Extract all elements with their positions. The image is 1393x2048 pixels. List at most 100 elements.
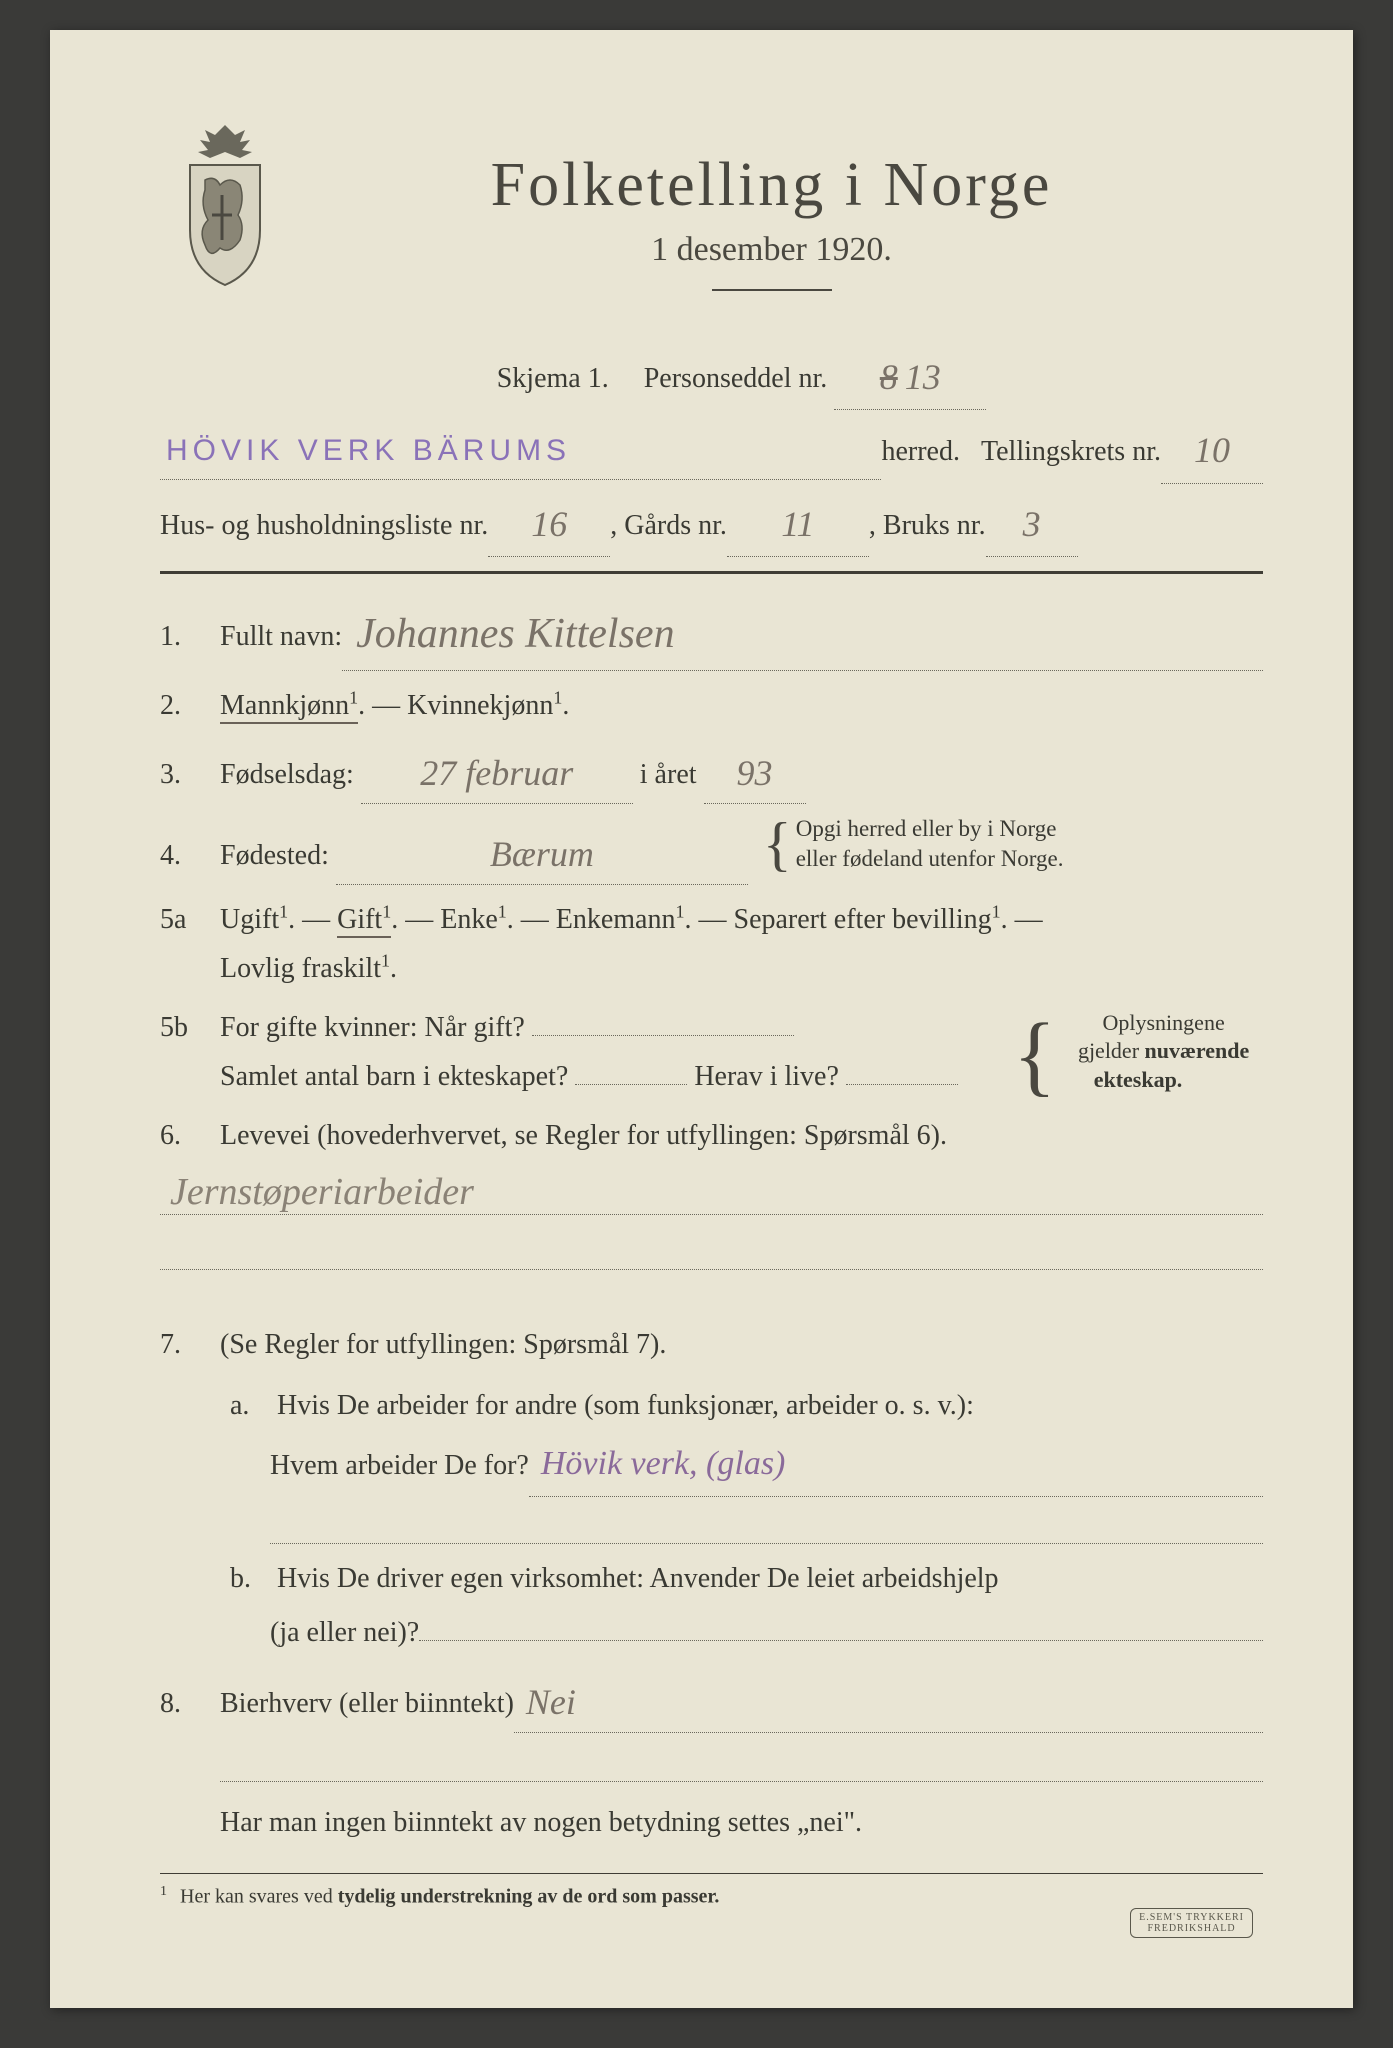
q6-answer-line2: [160, 1225, 1263, 1270]
q5b-label1: For gifte kvinner: Når gift?: [220, 1012, 525, 1043]
footnote-rule: [160, 1873, 1263, 1874]
q8-extra-line: [220, 1743, 1263, 1782]
q5a-num: 5a: [160, 895, 220, 944]
q7-label: (Se Regler for utfyllingen: Spørsmål 7).: [220, 1329, 666, 1360]
q7b-row: b. Hvis De driver egen virksomhet: Anven…: [230, 1552, 1263, 1605]
q6-row: 6. Levevei (hovederhvervet, se Regler fo…: [160, 1111, 1263, 1160]
gards-label: , Gårds nr.: [610, 499, 727, 552]
gards-nr-value: 11: [781, 504, 814, 544]
q5b-note: { Oplysningene gjelder nuværende ekteska…: [1013, 1003, 1263, 1095]
q6-num: 6.: [160, 1111, 220, 1160]
q7b-field: [419, 1640, 1263, 1641]
q5a-separert: Separert efter bevilling1: [734, 904, 1001, 935]
printer-stamp: E.SEM'S TRYKKERI FREDRIKSHALD: [1130, 1908, 1253, 1938]
q4-place-field: Bærum: [336, 821, 748, 885]
q3-num: 3.: [160, 750, 220, 799]
q7-num: 7.: [160, 1320, 220, 1369]
bruks-nr-value: 3: [1023, 504, 1041, 544]
bruks-nr-field: 3: [986, 488, 1078, 557]
q7a-extra-line: [270, 1505, 1263, 1544]
q5b-live-field: [846, 1084, 958, 1085]
q3-day-value: 27 februar: [420, 753, 573, 793]
herred-name-field: HÖVIK VERK BÄRUMS: [160, 422, 881, 480]
q8-value: Nei: [526, 1682, 576, 1722]
q1-num: 1.: [160, 612, 220, 661]
q5a-lovlig: Lovlig fraskilt1: [220, 953, 390, 984]
q4-place-value: Bærum: [490, 834, 594, 874]
q1-label: Fullt navn:: [220, 612, 342, 661]
herred-stamp: HÖVIK VERK BÄRUMS: [166, 434, 571, 467]
q8-field: Nei: [514, 1669, 1263, 1733]
q7a-label1: Hvis De arbeider for andre (som funksjon…: [277, 1390, 974, 1421]
q5a-enkemann: Enkemann1: [556, 904, 685, 935]
q3-day-field: 27 februar: [361, 740, 633, 804]
q4-row: 4. Fødested: Bærum { Opgi herred eller b…: [160, 814, 1263, 885]
printer-line1: E.SEM'S TRYKKERI: [1139, 1912, 1244, 1923]
footer-instruction: Har man ingen biinntekt av nogen betydni…: [220, 1796, 1263, 1849]
footnote: 1 Her kan svares ved tydelig understrekn…: [160, 1884, 1263, 1909]
q5a-row: 5a Ugift1. — Gift1. — Enke1. — Enkemann1…: [160, 895, 1263, 993]
form-subtitle: 1 desember 1920.: [280, 231, 1263, 269]
hus-nr-field: 16: [488, 488, 610, 557]
q7a-field: Hövik verk, (glas): [529, 1432, 1263, 1498]
q2-dash: —: [372, 690, 407, 721]
q8-row: 8. Bierhverv (eller biinntekt) Nei: [160, 1669, 1263, 1733]
coat-of-arms-icon: [160, 120, 290, 290]
q5b-row: 5b For gifte kvinner: Når gift? Samlet a…: [160, 1003, 1263, 1101]
q6-label: Levevei (hovederhvervet, se Regler for u…: [220, 1120, 947, 1151]
section-rule-1: [160, 571, 1263, 574]
q1-row: 1. Fullt navn: Johannes Kittelsen: [160, 596, 1263, 671]
q1-name-value: Johannes Kittelsen: [356, 611, 674, 657]
footnote-sup: 1: [160, 1884, 167, 1899]
q2-row: 2. Mannkjønn1. — Kvinnekjønn1.: [160, 681, 1263, 730]
q1-name-field: Johannes Kittelsen: [342, 596, 1263, 671]
q7a-num: a.: [230, 1379, 270, 1432]
q4-note-line1: Opgi herred eller by i Norge: [796, 816, 1057, 841]
q5a-ugift: Ugift1: [220, 904, 288, 935]
q7b-label2: (ja eller nei)?: [270, 1606, 419, 1659]
q4-label: Fødested:: [220, 840, 329, 871]
q3-year-field: 93: [704, 740, 806, 804]
q2-num: 2.: [160, 681, 220, 730]
printer-line2: FREDRIKSHALD: [1148, 1923, 1236, 1934]
personseddel-label: Personseddel nr.: [644, 363, 828, 394]
hus-row: Hus- og husholdningsliste nr. 16 , Gårds…: [160, 488, 1263, 557]
q5a-gift: Gift1: [337, 904, 391, 938]
skjema-label: Skjema 1.: [497, 363, 609, 394]
herred-row: HÖVIK VERK BÄRUMS herred. Tellingskrets …: [160, 414, 1263, 483]
form-header: Folketelling i Norge 1 desember 1920.: [160, 150, 1263, 291]
q2-mann: Mannkjønn1: [220, 690, 358, 724]
q3-year-value: 93: [737, 753, 773, 793]
q4-num: 4.: [160, 831, 220, 880]
q4-note-line2: eller fødeland utenfor Norge.: [796, 846, 1064, 871]
q3-mid: i året: [640, 759, 704, 790]
q8-label: Bierhverv (eller biinntekt): [220, 1679, 514, 1728]
q3-label: Fødselsdag:: [220, 759, 354, 790]
q5b-note-line1: Oplysningene: [1103, 1010, 1225, 1035]
q5b-num: 5b: [160, 1003, 220, 1052]
q6-value: Jernstøperiarbeider: [170, 1171, 474, 1213]
q7b-label1: Hvis De driver egen virksomhet: Anvender…: [277, 1563, 999, 1594]
q7b-num: b.: [230, 1552, 270, 1605]
form-title: Folketelling i Norge: [280, 150, 1263, 221]
q7a-value: Hövik verk, (glas): [541, 1445, 786, 1482]
q5b-gift-field: [532, 1035, 794, 1036]
q7a-label2: Hvem arbeider De for?: [270, 1439, 529, 1492]
q6-answer-line: Jernstøperiarbeider: [160, 1170, 1263, 1215]
q5b-label3: Herav i live?: [694, 1061, 839, 1092]
q7a-row2: Hvem arbeider De for? Hövik verk, (glas): [270, 1432, 1263, 1498]
q5a-enke: Enke1: [440, 904, 507, 935]
q3-row: 3. Fødselsdag: 27 februar i året 93: [160, 740, 1263, 804]
q5b-note-line3: ekteskap.: [1094, 1067, 1183, 1092]
q5b-note-line2: gjelder nuværende: [1078, 1038, 1249, 1063]
q7-row: 7. (Se Regler for utfyllingen: Spørsmål …: [160, 1320, 1263, 1369]
q5b-label2: Samlet antal barn i ekteskapet?: [220, 1061, 568, 1092]
title-rule: [712, 289, 832, 291]
herred-label: herred.: [881, 425, 960, 478]
q4-note: { Opgi herred eller by i Norge eller fød…: [763, 814, 1064, 874]
personseddel-nr-value: 13: [905, 357, 941, 397]
hus-label: Hus- og husholdningsliste nr.: [160, 499, 488, 552]
bruks-label: , Bruks nr.: [869, 499, 986, 552]
scan-background: Folketelling i Norge 1 desember 1920. Sk…: [0, 0, 1393, 2048]
gards-nr-field: 11: [727, 488, 869, 557]
